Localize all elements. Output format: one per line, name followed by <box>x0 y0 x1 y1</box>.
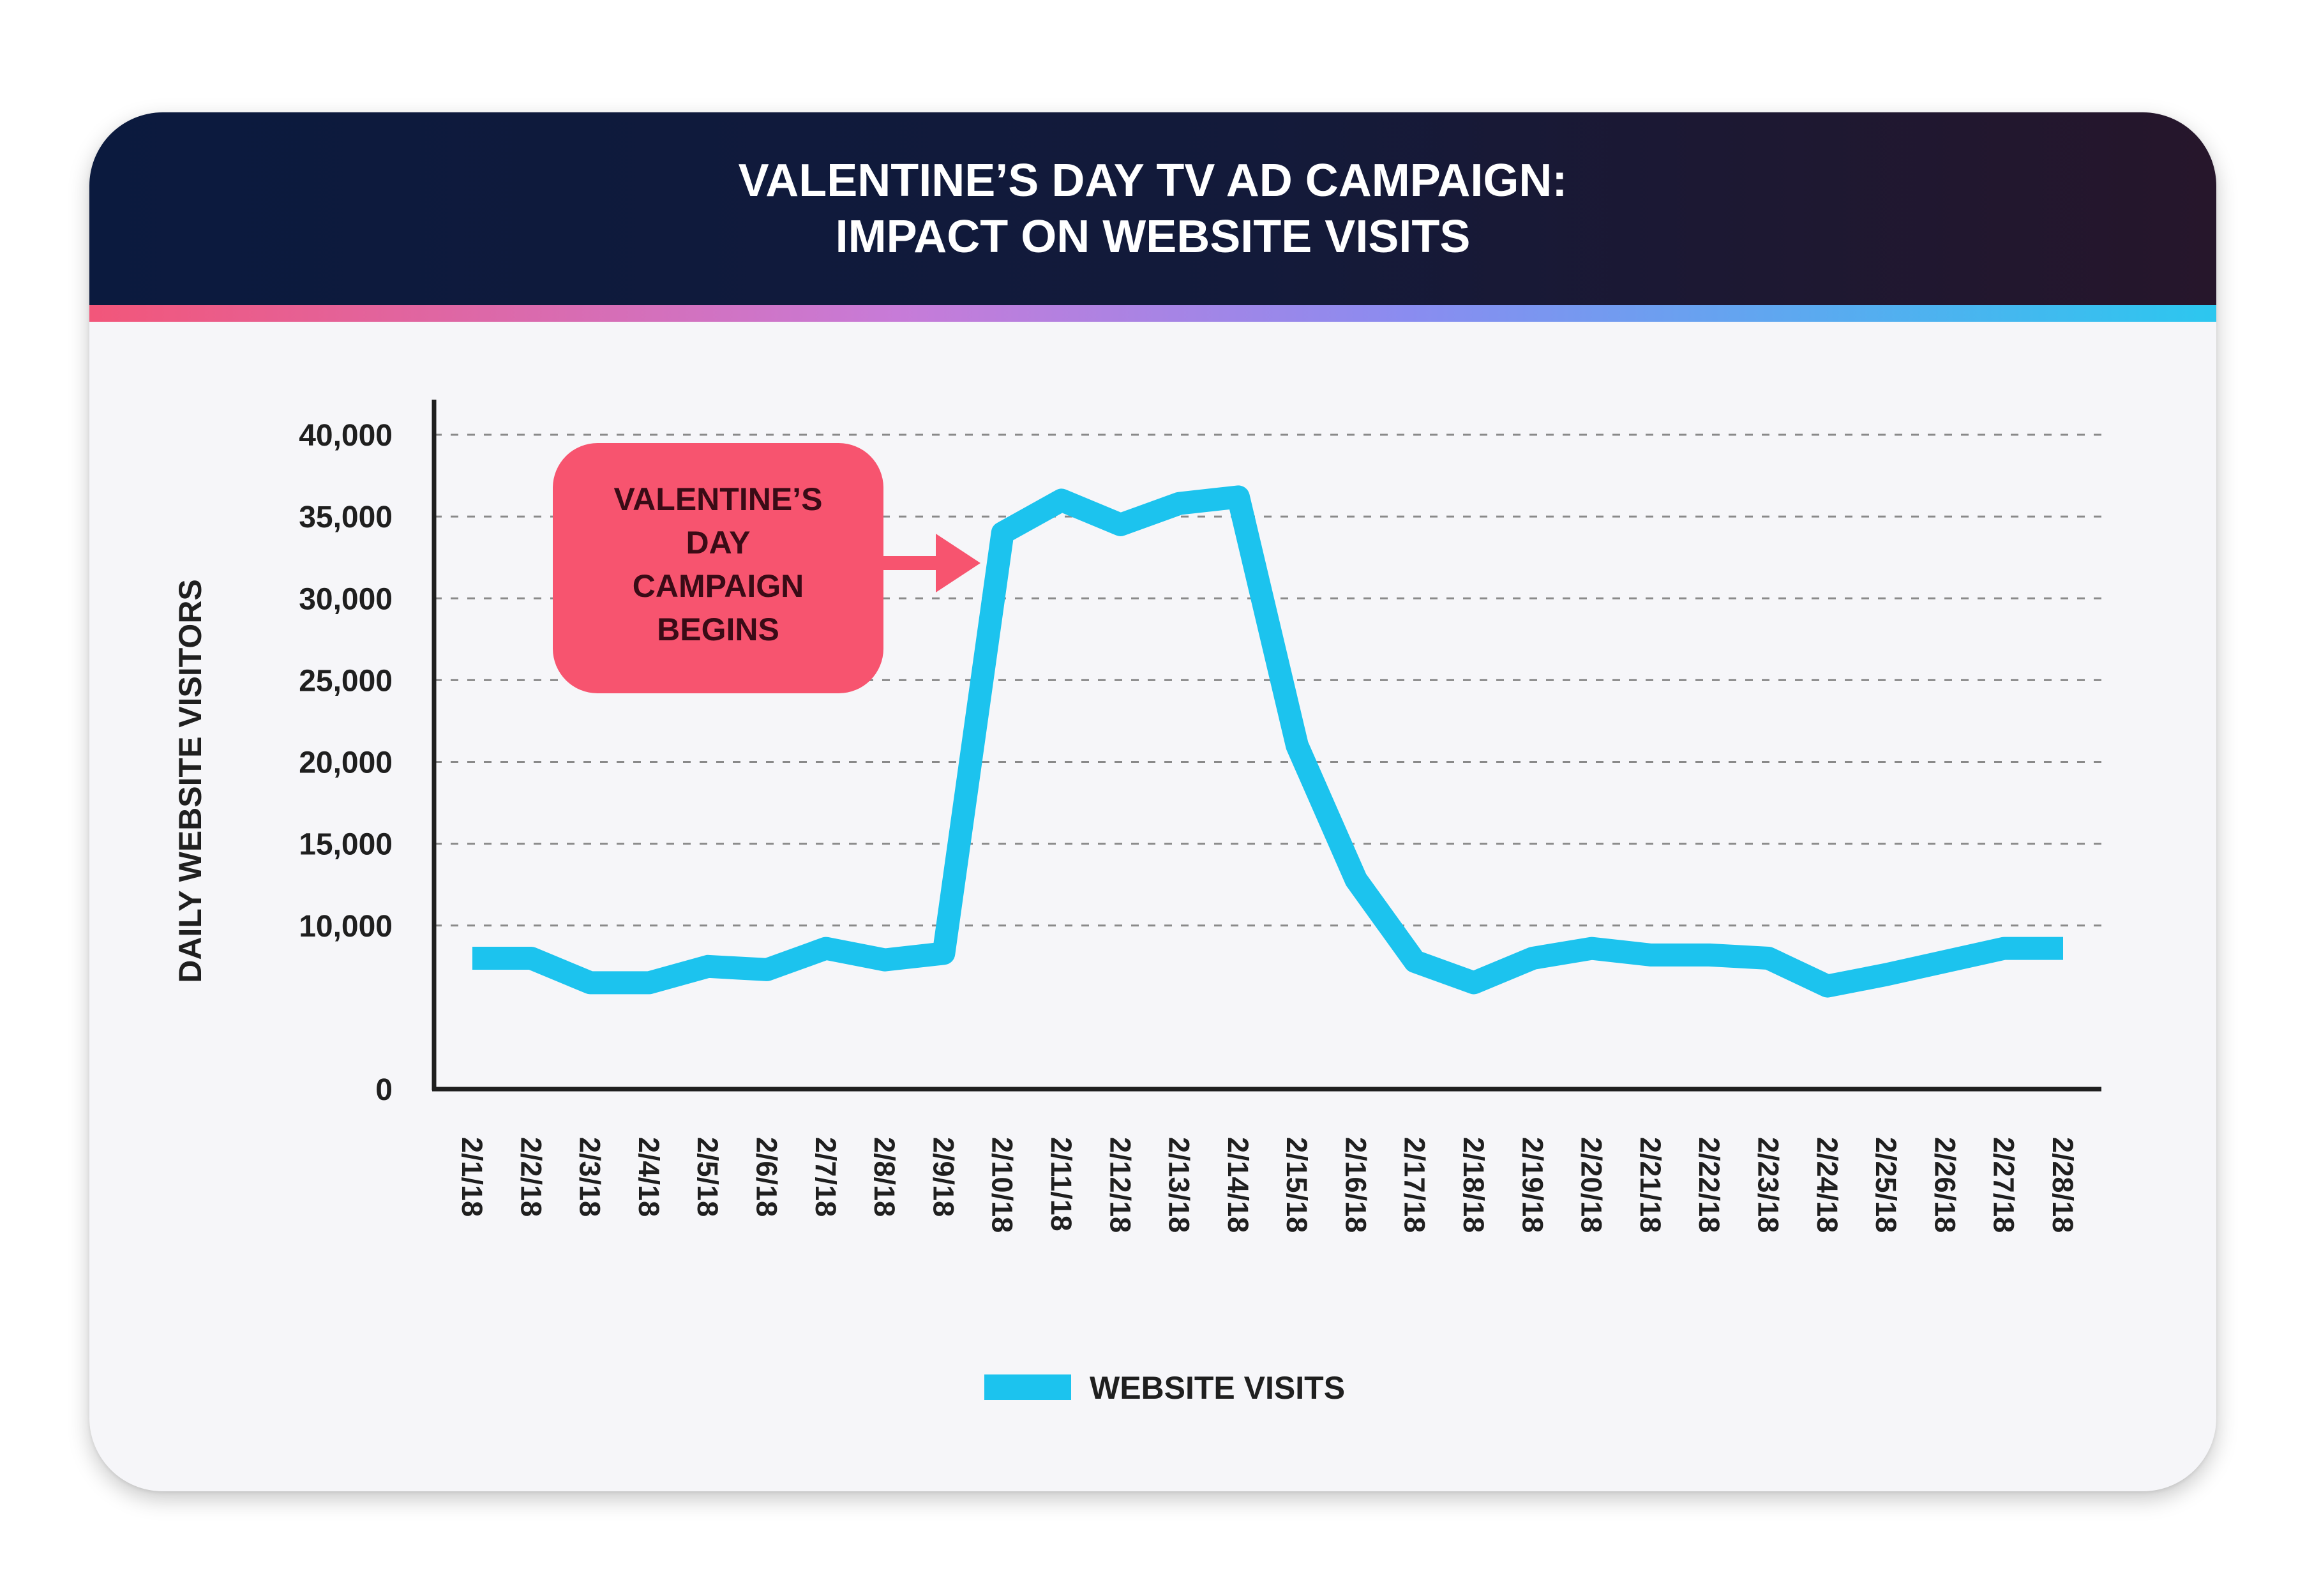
callout-arrow-shaft <box>881 556 938 570</box>
x-tick-label: 2/17/18 <box>1399 1137 1431 1233</box>
chart-title-line-2: IMPACT ON WEBSITE VISITS <box>835 211 1471 262</box>
x-tick-label: 2/28/18 <box>2046 1137 2079 1233</box>
data-point <box>1050 489 1073 512</box>
line-chart: 0 10,000 15,000 20,000 25,000 30,000 35,000 40,… <box>172 400 2101 1406</box>
x-tick-label: 2/11/18 <box>1045 1137 1078 1231</box>
data-point <box>520 947 543 970</box>
y-tick-label: 0 <box>375 1073 393 1107</box>
x-tick-label: 2/4/18 <box>633 1137 665 1217</box>
callout-line: BEGINS <box>657 612 779 647</box>
y-tick-label: 15,000 <box>299 828 393 862</box>
gradient-accent-strip <box>89 305 2216 322</box>
x-tick-label: 2/5/18 <box>691 1137 724 1217</box>
data-point <box>1934 950 1956 973</box>
x-tick-label: 2/15/18 <box>1280 1137 1313 1233</box>
x-tick-label: 2/25/18 <box>1870 1137 1902 1233</box>
data-point <box>1816 975 1839 998</box>
data-point <box>1875 963 1898 986</box>
chart-title-line-1: VALENTINE’S DAY TV AD CAMPAIGN: <box>738 155 1568 206</box>
chart-card: VALENTINE’S DAY TV AD CAMPAIGN: IMPACT O… <box>89 112 2216 1491</box>
x-tick-label: 2/6/18 <box>750 1137 783 1217</box>
data-point <box>755 958 778 981</box>
data-point <box>696 955 719 978</box>
x-tick-label: 2/14/18 <box>1222 1137 1254 1233</box>
data-point <box>1993 937 2016 960</box>
data-point <box>1168 492 1191 515</box>
y-tick-label: 20,000 <box>299 746 393 780</box>
x-tick-label: 2/8/18 <box>868 1137 901 1217</box>
x-tick-label: 2/23/18 <box>1752 1137 1785 1233</box>
chart-header: VALENTINE’S DAY TV AD CAMPAIGN: IMPACT O… <box>89 112 2216 305</box>
x-tick-label: 2/9/18 <box>927 1137 959 1217</box>
y-tick-label: 35,000 <box>299 501 393 534</box>
data-point <box>1404 950 1427 973</box>
data-point <box>873 949 896 972</box>
callout-line: DAY <box>686 525 751 561</box>
legend: WEBSITE VISITS <box>984 1370 1345 1406</box>
y-tick-label: 30,000 <box>299 582 393 616</box>
callout-box <box>553 443 883 693</box>
data-point <box>1462 971 1485 994</box>
x-tick-label: 2/12/18 <box>1104 1137 1136 1233</box>
data-point <box>1521 947 1544 970</box>
y-axis-ticks: 0 10,000 15,000 20,000 25,000 30,000 35,000 40,… <box>299 419 393 1107</box>
callout-line: CAMPAIGN <box>633 568 804 604</box>
campaign-callout: VALENTINE’S DAY CAMPAIGN BEGINS <box>553 443 980 693</box>
data-point <box>991 522 1014 545</box>
data-point <box>1698 944 1721 967</box>
x-tick-label: 2/10/18 <box>986 1137 1019 1233</box>
x-tick-label: 2/21/18 <box>1634 1137 1667 1233</box>
x-tick-label: 2/2/18 <box>514 1137 547 1217</box>
data-point <box>932 942 955 965</box>
data-point <box>638 971 661 994</box>
data-point <box>1286 734 1309 757</box>
callout-text: VALENTINE’S DAY CAMPAIGN BEGINS <box>614 481 823 647</box>
legend-swatch-website-visits <box>984 1374 1071 1400</box>
y-tick-label: 40,000 <box>299 419 393 453</box>
data-point <box>1757 947 1780 970</box>
callout-arrow-head <box>936 534 980 592</box>
x-tick-label: 2/20/18 <box>1575 1137 1608 1233</box>
callout-line: VALENTINE’S <box>614 481 823 517</box>
x-tick-label: 2/22/18 <box>1693 1137 1725 1233</box>
x-tick-label: 2/26/18 <box>1928 1137 1961 1233</box>
data-point <box>815 937 837 960</box>
y-axis-label: DAILY WEBSITE VISITORS <box>172 579 208 983</box>
x-tick-label: 2/24/18 <box>1811 1137 1844 1233</box>
x-tick-label: 2/27/18 <box>1988 1137 2020 1233</box>
x-tick-label: 2/1/18 <box>456 1137 488 1217</box>
y-tick-label: 25,000 <box>299 664 393 698</box>
data-point <box>1344 868 1367 891</box>
x-tick-label: 2/13/18 <box>1163 1137 1196 1233</box>
x-tick-label: 2/7/18 <box>809 1137 842 1217</box>
data-point <box>2052 937 2075 960</box>
series-line-website-visits <box>472 485 2063 998</box>
x-tick-label: 2/3/18 <box>574 1137 606 1217</box>
legend-label-website-visits: WEBSITE VISITS <box>1090 1370 1345 1406</box>
data-point <box>461 947 484 970</box>
x-tick-label: 2/16/18 <box>1339 1137 1372 1233</box>
data-point <box>1227 485 1250 508</box>
x-axis-ticks: 2/1/18 2/2/18 2/3/18 2/4/18 2/5/18 2/6/18 2/7/… <box>456 1137 2079 1233</box>
data-point <box>1639 944 1662 967</box>
x-tick-label: 2/18/18 <box>1457 1137 1490 1233</box>
data-point <box>1109 513 1132 536</box>
y-tick-label: 10,000 <box>299 910 393 944</box>
data-point <box>579 971 602 994</box>
x-tick-label: 2/19/18 <box>1516 1137 1549 1233</box>
data-point <box>1581 937 1603 960</box>
